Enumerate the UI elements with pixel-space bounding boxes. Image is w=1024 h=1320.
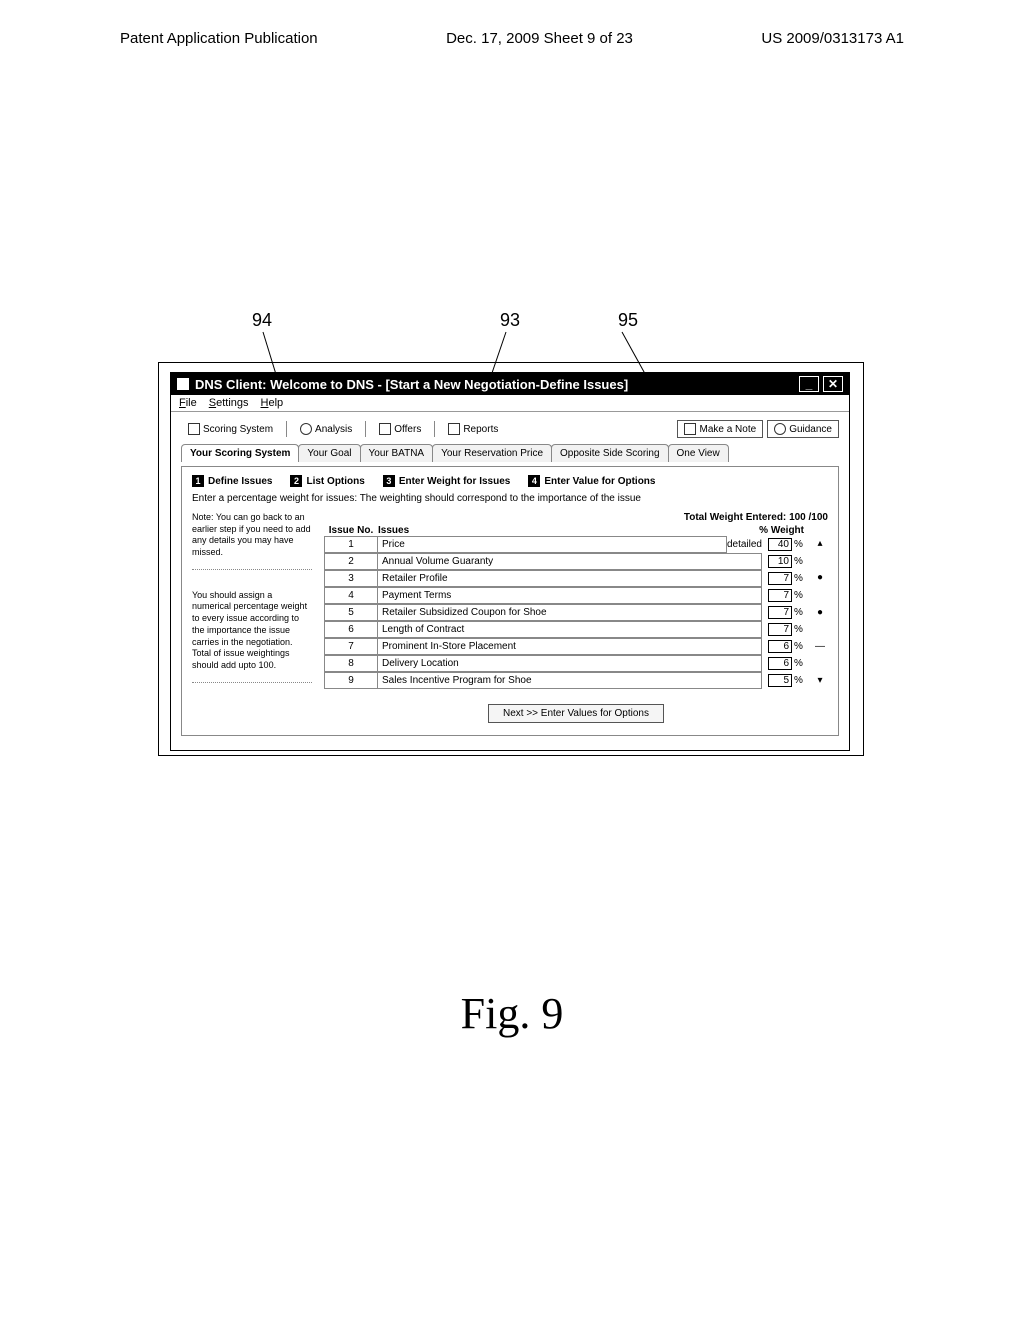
offers-icon — [379, 423, 391, 435]
minimize-button[interactable]: _ — [799, 376, 819, 392]
offers-button[interactable]: Offers — [372, 420, 428, 438]
table-row: 3 Retailer Profile 7% — [324, 570, 812, 587]
page-header: Patent Application Publication Dec. 17, … — [0, 0, 1024, 57]
date-sheet: Dec. 17, 2009 Sheet 9 of 23 — [446, 30, 633, 47]
weight-input[interactable]: 5 — [768, 674, 792, 687]
total-value: 100 — [789, 512, 806, 523]
col-issue-label: Issues — [378, 525, 748, 536]
window-title: DNS Client: Welcome to DNS - [Start a Ne… — [195, 377, 628, 392]
scroll-down-icon[interactable]: ▾ — [814, 675, 826, 687]
step-nav: 1Define Issues 2List Options 3Enter Weig… — [192, 475, 828, 487]
weight-input[interactable]: 6 — [768, 657, 792, 670]
reports-button[interactable]: Reports — [441, 420, 505, 438]
table-row: 8 Delivery Location 6% — [324, 655, 812, 672]
tab-scoring-system[interactable]: Your Scoring System — [181, 444, 299, 462]
note-label: Make a Note — [699, 424, 756, 435]
step-define[interactable]: 1Define Issues — [192, 475, 272, 487]
step-weight[interactable]: 3Enter Weight for Issues — [383, 475, 511, 487]
tab-batna[interactable]: Your BATNA — [360, 444, 434, 462]
weight-input[interactable]: 7 — [768, 589, 792, 602]
titlebar: DNS Client: Welcome to DNS - [Start a Ne… — [171, 373, 849, 395]
total-denom: /100 — [809, 512, 828, 523]
weight-input[interactable]: 7 — [768, 606, 792, 619]
increment-icon[interactable]: ● — [814, 572, 826, 584]
issue-list: 1 Price detailed 40% 2 Annual Volume Gua… — [324, 536, 812, 689]
note-icon — [684, 423, 696, 435]
next-button[interactable]: Next >> Enter Values for Options — [488, 704, 664, 723]
tab-oneview[interactable]: One View — [668, 444, 729, 462]
offers-label: Offers — [394, 424, 421, 435]
note-assign: You should assign a numerical percentage… — [192, 590, 312, 683]
table-row: 6 Length of Contract 7% — [324, 621, 812, 638]
table-row: 7 Prominent In-Store Placement 6% — [324, 638, 812, 655]
total-label: Total Weight Entered: — [684, 512, 786, 523]
step-list[interactable]: 2List Options — [290, 475, 364, 487]
tabbar: Your Scoring System Your Goal Your BATNA… — [181, 444, 839, 462]
table-row: 2 Annual Volume Guaranty 10% — [324, 553, 812, 570]
table-row: 4 Payment Terms 7% — [324, 587, 812, 604]
table-row: 9 Sales Incentive Program for Shoe 5% — [324, 672, 812, 689]
pub-number: US 2009/0313173 A1 — [761, 30, 904, 47]
instruction-text: Enter a percentage weight for issues: Th… — [192, 493, 828, 504]
weight-input[interactable]: 10 — [768, 555, 792, 568]
close-button[interactable]: ✕ — [823, 376, 843, 392]
tab-reservation[interactable]: Your Reservation Price — [432, 444, 552, 462]
table-column: Total Weight Entered: 100 /100 Issue No.… — [324, 512, 828, 723]
menu-help[interactable]: Help — [261, 397, 284, 409]
col-weight-label: % Weight — [748, 525, 828, 536]
scoring-system-button[interactable]: Scoring System — [181, 420, 280, 438]
guidance-icon — [774, 423, 786, 435]
app-window: DNS Client: Welcome to DNS - [Start a Ne… — [170, 372, 850, 751]
notes-column: Note: You can go back to an earlier step… — [192, 512, 312, 723]
decrement-icon[interactable]: ● — [814, 607, 826, 619]
weight-input[interactable]: 7 — [768, 572, 792, 585]
app-icon — [177, 378, 189, 390]
table-row: 1 Price detailed 40% — [324, 536, 812, 553]
reports-label: Reports — [463, 424, 498, 435]
make-note-button[interactable]: Make a Note — [677, 420, 763, 438]
toolbar: Scoring System Analysis Offers Reports M… — [181, 420, 839, 438]
callout-94: 94 — [252, 310, 272, 331]
guidance-label: Guidance — [789, 424, 832, 435]
tab-opposite[interactable]: Opposite Side Scoring — [551, 444, 669, 462]
guidance-button[interactable]: Guidance — [767, 420, 839, 438]
figure-caption: Fig. 9 — [0, 988, 1024, 1039]
callout-95: 95 — [618, 310, 638, 331]
scroll-up-icon[interactable]: ▴ — [814, 538, 826, 550]
scrollbar[interactable]: ▴ ● ● — ▾ — [812, 536, 828, 689]
weight-input[interactable]: 6 — [768, 640, 792, 653]
grid-icon — [188, 423, 200, 435]
note-goback: Note: You can go back to an earlier step… — [192, 512, 312, 570]
menu-file[interactable]: File — [179, 397, 197, 409]
weight-input[interactable]: 7 — [768, 623, 792, 636]
analysis-label: Analysis — [315, 424, 352, 435]
step-value[interactable]: 4Enter Value for Options — [528, 475, 655, 487]
main-panel: 1Define Issues 2List Options 3Enter Weig… — [181, 466, 839, 736]
weight-input[interactable]: 40 — [768, 538, 792, 551]
analysis-icon — [300, 423, 312, 435]
menubar: File Settings Help — [171, 395, 849, 412]
callout-93: 93 — [500, 310, 520, 331]
reports-icon — [448, 423, 460, 435]
menu-settings[interactable]: Settings — [209, 397, 249, 409]
table-row: 5 Retailer Subsidized Coupon for Shoe 7% — [324, 604, 812, 621]
scoring-label: Scoring System — [203, 424, 273, 435]
table-header: Issue No. Issues % Weight — [324, 525, 828, 536]
total-row: Total Weight Entered: 100 /100 — [324, 512, 828, 523]
dash-icon: — — [814, 641, 826, 653]
analysis-button[interactable]: Analysis — [293, 420, 359, 438]
pub-label: Patent Application Publication — [120, 30, 318, 47]
col-num-label: Issue No. — [324, 525, 378, 536]
tab-goal[interactable]: Your Goal — [298, 444, 360, 462]
